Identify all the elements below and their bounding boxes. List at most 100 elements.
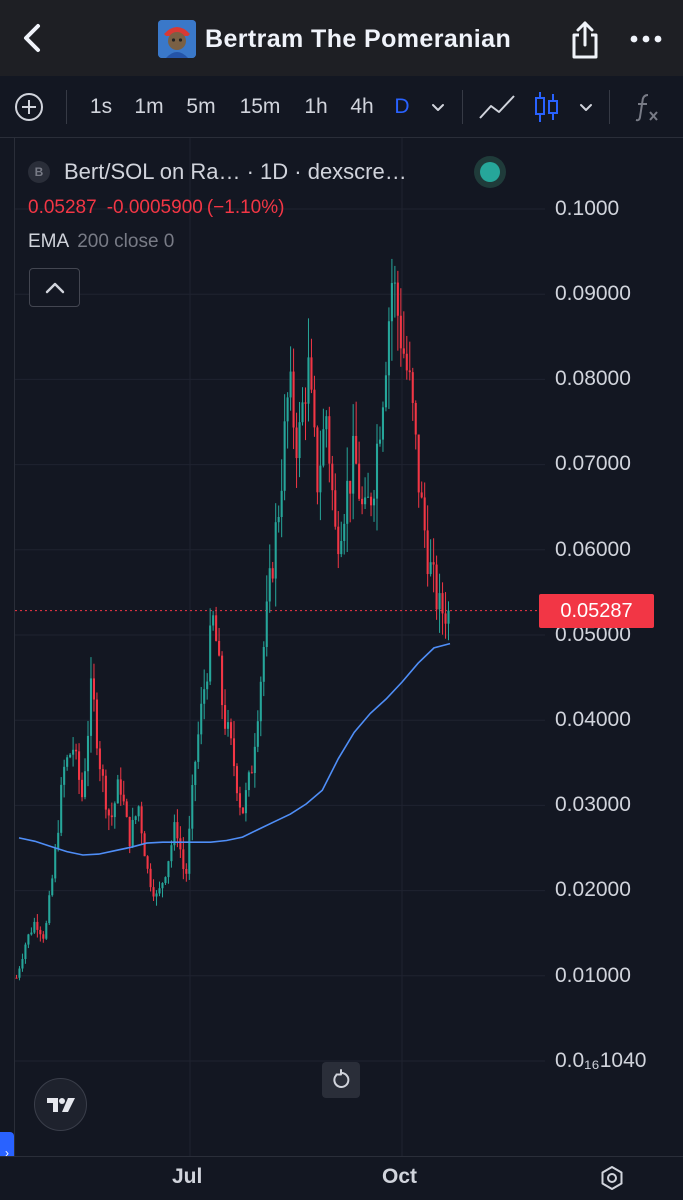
candle-up <box>48 895 51 924</box>
ema-line <box>18 642 451 856</box>
candle-up <box>89 678 93 736</box>
interval-1s[interactable]: 1s <box>89 95 113 118</box>
x-tick-label: Oct <box>382 1165 418 1188</box>
candle-up <box>212 615 215 626</box>
time-axis[interactable]: Jul Oct <box>0 1156 683 1200</box>
more-horizontal-icon <box>630 35 662 43</box>
interval-15m[interactable]: 15m <box>239 95 281 118</box>
candle-up <box>325 416 328 430</box>
change-value: -0.0005900 <box>106 197 203 218</box>
candle-down <box>426 530 429 575</box>
candle-up <box>167 861 170 878</box>
candle-up <box>86 735 90 772</box>
interval-5m[interactable]: 5m <box>186 95 216 118</box>
settings-icon <box>601 1166 623 1190</box>
candle-down <box>405 353 408 371</box>
collapse-legend-button[interactable] <box>29 268 80 307</box>
interval-1h[interactable]: 1h <box>304 95 328 118</box>
candle-down <box>361 498 364 505</box>
market-status-indicator <box>480 162 500 182</box>
add-symbol-button[interactable] <box>10 76 48 138</box>
candle-up <box>429 562 432 575</box>
ema-legend-row[interactable]: EMA 200 close 0 <box>28 228 407 256</box>
candle-down <box>316 427 319 493</box>
chart-type-button[interactable] <box>532 76 560 138</box>
candle-down <box>355 435 358 464</box>
candle-up <box>390 283 393 322</box>
candle-down <box>408 370 411 373</box>
candle-up <box>83 771 87 798</box>
candle-down <box>250 772 253 774</box>
last-price-tag: 0.05287 <box>539 594 654 628</box>
candle-up <box>307 357 310 404</box>
candle-down <box>349 480 352 494</box>
interval-dropdown[interactable] <box>428 76 448 138</box>
interval-1m[interactable]: 1m <box>134 95 164 118</box>
candle-up <box>131 819 134 847</box>
candle-down <box>313 389 316 428</box>
back-button[interactable] <box>14 20 50 56</box>
reset-chart-button[interactable] <box>322 1062 360 1098</box>
candle-up <box>277 516 280 523</box>
candle-down <box>411 372 414 403</box>
candle-up <box>191 785 194 829</box>
top-bar: Bertram The Pomeranian <box>0 0 683 76</box>
chart-type-dropdown[interactable] <box>576 76 596 138</box>
candle-down <box>101 769 104 776</box>
fx-icon <box>635 94 658 122</box>
candle-up <box>51 878 54 896</box>
candle-up <box>319 465 322 493</box>
ema-indicator-name[interactable]: EMA <box>28 231 70 252</box>
price-chart[interactable] <box>15 138 683 1156</box>
candle-down <box>224 705 227 729</box>
chart-frame <box>14 138 683 1156</box>
candle-down <box>417 434 420 493</box>
candle-up <box>197 734 200 762</box>
candle-down <box>128 816 131 847</box>
candle-up <box>60 784 63 833</box>
candle-down <box>182 849 185 869</box>
candle-up <box>69 754 72 758</box>
y-tick-label: 0.08000 <box>555 367 631 390</box>
symbol-title[interactable]: Bert/SOL on Ra… · 1D · dexscre… <box>64 159 407 184</box>
y-tick-label: 0.0₁₆1040 <box>555 1049 647 1072</box>
tradingview-logo[interactable] <box>34 1078 87 1131</box>
candle-down <box>396 282 399 316</box>
symbol-row[interactable]: B Bert/SOL on Ra… · 1D · dexscre… <box>28 156 500 188</box>
candle-down <box>42 934 45 939</box>
more-button[interactable] <box>626 24 666 54</box>
chart-settings-button[interactable] <box>598 1164 626 1192</box>
candle-down <box>143 833 146 857</box>
candle-down <box>232 738 236 767</box>
share-button[interactable] <box>568 20 602 60</box>
candle-down <box>420 492 423 498</box>
candle-up <box>206 681 209 690</box>
candle-down <box>370 496 373 506</box>
candle-up <box>226 722 230 729</box>
chart-legend: B Bert/SOL on Ra… · 1D · dexscre… 0.0528… <box>28 156 500 256</box>
candle-up <box>188 828 191 874</box>
candle-up <box>364 497 367 505</box>
candle-down <box>310 357 313 390</box>
candle-down <box>441 593 444 614</box>
candle-up <box>155 893 158 897</box>
chevron-left-icon <box>24 24 40 52</box>
toolbar-divider <box>66 90 67 124</box>
candle-down <box>402 348 405 354</box>
y-tick-label: 0.04000 <box>555 708 631 731</box>
candle-up <box>387 321 390 376</box>
interval-d[interactable]: D <box>394 95 410 118</box>
drawing-tools-button[interactable] <box>476 76 518 138</box>
interval-4h[interactable]: 4h <box>350 95 374 118</box>
chart-area[interactable] <box>0 138 683 1156</box>
candle-down <box>98 748 101 770</box>
chevron-up-icon <box>45 282 64 293</box>
candle-up <box>24 944 27 960</box>
candle-up <box>283 421 286 491</box>
indicators-button[interactable] <box>630 76 664 138</box>
y-tick-label: 0.07000 <box>555 452 631 475</box>
toolbar-divider <box>609 90 610 124</box>
candle-up <box>343 523 346 542</box>
candle-down <box>122 794 125 802</box>
trend-line-icon <box>479 95 515 119</box>
